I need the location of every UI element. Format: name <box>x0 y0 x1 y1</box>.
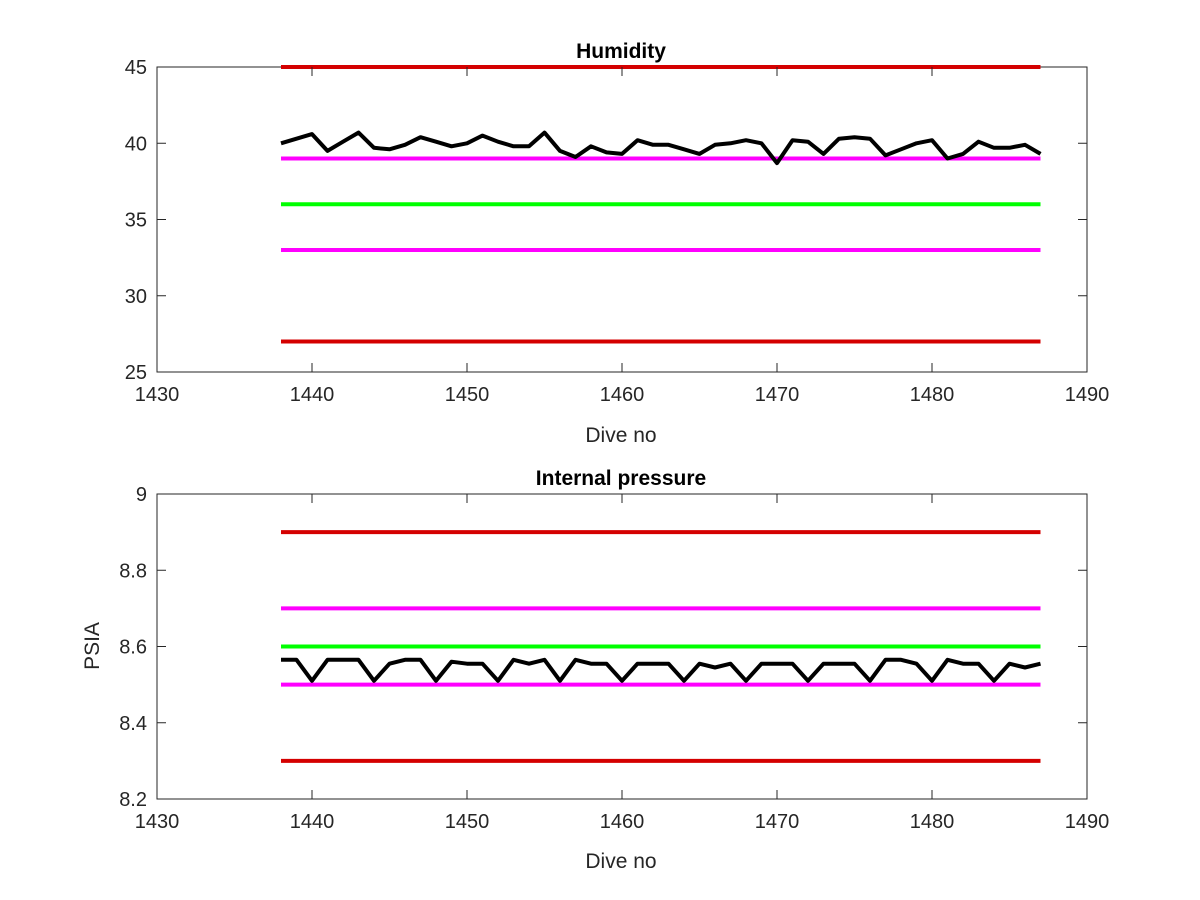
humidity-x-tick-label: 1470 <box>755 384 800 406</box>
pressure-y-tick-label: 9 <box>136 484 147 506</box>
pressure-x-tick-label: 1450 <box>445 811 490 833</box>
humidity-panel: Humidity 1430 1440 1450 1460 1470 1480 1490 25… <box>125 40 1110 447</box>
humidity-y-tick-label: 30 <box>125 286 147 308</box>
pressure-panel: Internal pressure 1430 1440 1450 1460 1470 14… <box>81 467 1109 873</box>
humidity-x-tick-label: 1430 <box>135 384 180 406</box>
pressure-y-axis-label: PSIA <box>81 622 104 670</box>
humidity-x-tick-label: 1480 <box>910 384 955 406</box>
pressure-y-tick-label: 8.8 <box>119 560 147 582</box>
humidity-title: Humidity <box>576 40 666 63</box>
humidity-y-tick-label: 25 <box>125 362 147 384</box>
pressure-x-tick-label: 1440 <box>290 811 335 833</box>
humidity-reference-lines <box>281 65 1041 344</box>
pressure-x-tick-label: 1430 <box>135 811 180 833</box>
pressure-reference-lines <box>281 530 1041 763</box>
humidity-y-tick-label: 45 <box>125 57 147 79</box>
humidity-x-tick-label: 1440 <box>290 384 335 406</box>
humidity-y-ticks: 25 30 35 40 45 <box>125 57 1087 384</box>
pressure-x-axis-label: Dive no <box>585 850 656 873</box>
pressure-y-ticks: 8.2 8.4 8.6 8.8 9 <box>119 484 1087 811</box>
pressure-x-tick-label: 1470 <box>755 811 800 833</box>
humidity-x-ticks: 1430 1440 1450 1460 1470 1480 1490 <box>135 67 1110 406</box>
pressure-x-tick-label: 1460 <box>600 811 645 833</box>
humidity-x-tick-label: 1490 <box>1065 384 1110 406</box>
pressure-series-line-0 <box>281 657 1041 683</box>
pressure-y-tick-label: 8.2 <box>119 789 147 811</box>
pressure-series <box>280 657 1041 683</box>
humidity-y-tick-label: 35 <box>125 210 147 232</box>
pressure-x-tick-label: 1480 <box>910 811 955 833</box>
pressure-x-ticks: 1430 1440 1450 1460 1470 1480 1490 <box>135 494 1110 833</box>
humidity-y-tick-label: 40 <box>125 133 147 155</box>
humidity-x-tick-label: 1460 <box>600 384 645 406</box>
pressure-y-tick-label: 8.6 <box>119 637 147 659</box>
humidity-x-axis-label: Dive no <box>585 424 656 447</box>
humidity-series <box>280 130 1042 166</box>
humidity-x-tick-label: 1450 <box>445 384 490 406</box>
pressure-y-tick-label: 8.4 <box>119 713 147 735</box>
humidity-axes-box <box>156 66 1088 373</box>
pressure-x-tick-label: 1490 <box>1065 811 1110 833</box>
humidity-series-line-0 <box>280 130 1042 166</box>
pressure-title: Internal pressure <box>536 467 706 490</box>
